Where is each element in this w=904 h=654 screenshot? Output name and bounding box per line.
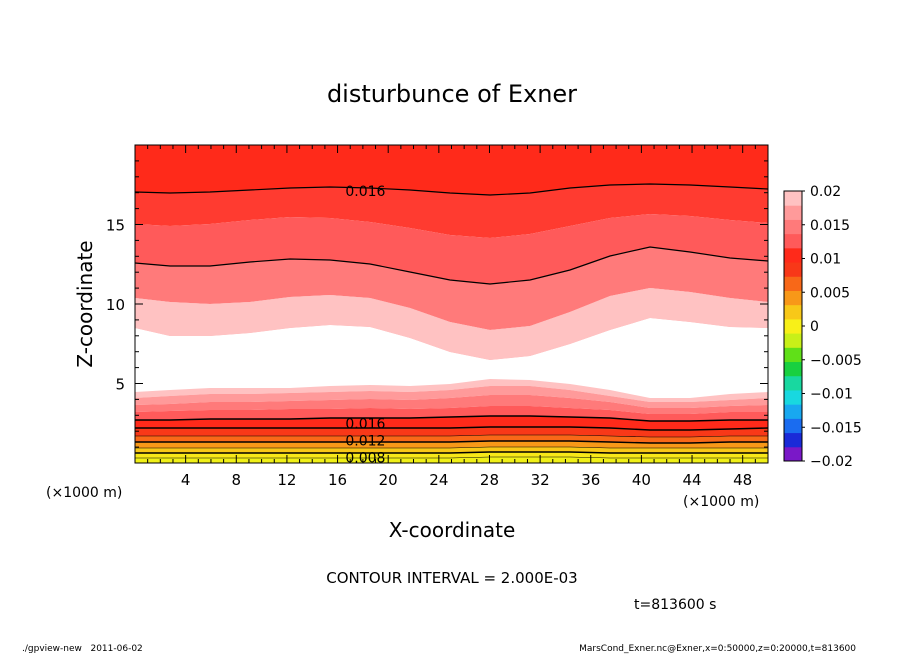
colorbar-segment (784, 347, 802, 363)
y-tick-label: 5 (115, 376, 125, 394)
x-tick-label: 32 (531, 471, 550, 489)
y-axis-label: Z-coordinate (73, 240, 97, 367)
colorbar-segment (784, 191, 802, 206)
colorbar-tick-label: −0.01 (810, 387, 853, 403)
x-tick-label: 36 (581, 471, 600, 489)
band-upper-0 (135, 145, 768, 195)
colorbar-segment (784, 304, 802, 320)
colorbar-segment (784, 205, 802, 220)
band-upper-2 (135, 214, 768, 284)
colorbar-segment (784, 389, 802, 405)
contour-label: 0.008 (345, 450, 385, 466)
band-lower-1 (135, 386, 768, 408)
colorbar-segment (784, 333, 802, 348)
x-tick-label: 12 (277, 471, 296, 489)
x-axis-label: X-coordinate (389, 518, 516, 542)
x-tick-label: 28 (480, 471, 499, 489)
colorbar-segment (784, 404, 802, 419)
contour-line-lower-1 (135, 426, 769, 431)
contour-line-upper-1 (134, 246, 769, 285)
x-tick-labels: 4 8 12 16 20 24 28 32 36 40 44 48 (181, 471, 752, 489)
axis-ticks (135, 145, 768, 463)
colorbar-segment (784, 247, 802, 263)
colorbar-segment (784, 233, 802, 249)
colorbar-segment (784, 375, 802, 391)
band-lower-2 (135, 395, 768, 414)
band-upper-5 (135, 288, 768, 360)
x-tick-label: 40 (632, 471, 651, 489)
colorbar-tick-label: 0.02 (810, 184, 841, 200)
time-text: t=813600 s (634, 597, 716, 613)
contour-label: 0.016 (345, 416, 385, 432)
x-tick-label: 8 (232, 471, 242, 489)
contour-line-minor-0 (135, 434, 768, 438)
colorbar-segment (784, 361, 802, 377)
colorbar-segment (784, 318, 802, 334)
footer-left: ./gpview-new 2011-06-02 (22, 644, 143, 654)
x-tick-label: 16 (328, 471, 347, 489)
band-lower-3 (135, 406, 768, 421)
y-tick-labels: 5 10 15 (106, 217, 125, 394)
x-tick-label: 4 (181, 471, 191, 489)
contour-interval-text: CONTOUR INTERVAL = 2.000E-03 (326, 569, 577, 587)
x-tick-label: 24 (429, 471, 448, 489)
contour-line-minor-1 (135, 446, 768, 449)
x-tick-label: 44 (682, 471, 701, 489)
colorbar-segment (784, 418, 802, 434)
colorbar-tick-label: −0.02 (810, 454, 853, 470)
contour-label: 0.016 (345, 184, 385, 200)
colorbar-segment (784, 446, 802, 462)
contour-line-lower-3 (135, 451, 768, 454)
contour-line-lower-2 (135, 440, 768, 444)
colorbar-segment (784, 290, 802, 306)
colorbar-segment (784, 219, 802, 235)
colorbar-tick-label: −0.005 (810, 353, 862, 369)
footer-right: MarsCond_Exner.nc@Exner,x=0:50000,z=0:20… (579, 644, 856, 654)
contour-line-lower-0 (135, 415, 768, 422)
colorbar-segment (784, 262, 802, 277)
colorbar-tick-label: 0 (810, 319, 819, 335)
colorbar-tick-label: 0.015 (810, 218, 850, 234)
band-white (135, 318, 768, 398)
x-unit-left: (×1000 m) (46, 485, 122, 501)
y-tick-label: 10 (106, 296, 125, 314)
band-lower-8 (135, 447, 768, 453)
x-tick-label: 20 (379, 471, 398, 489)
colorbar: 0.02 0.015 0.01 0.005 0 −0.005 −0.01 −0.015 −0.0… (783, 184, 862, 470)
chart-title: disturbunce of Exner (327, 80, 577, 108)
contour-label: 0.012 (345, 434, 385, 450)
colorbar-tick-label: 0.01 (810, 252, 841, 268)
band-lower-6 (135, 435, 768, 443)
colorbar-tick-label: −0.015 (810, 420, 862, 436)
y-tick-label: 15 (106, 217, 125, 235)
contour-lines (134, 183, 769, 459)
contour-line-upper-0 (134, 183, 769, 196)
band-lower-7 (135, 441, 768, 448)
x-tick-label: 48 (733, 471, 752, 489)
colorbar-segment (784, 432, 802, 448)
band-lower-5 (135, 427, 768, 437)
band-upper-3 (135, 247, 768, 330)
band-lower-0 (135, 379, 768, 402)
band-upper-1 (135, 184, 768, 238)
x-unit-right: (×1000 m) (683, 494, 759, 510)
contour-fill-layers (135, 145, 768, 463)
colorbar-tick-label: 0.005 (810, 285, 850, 301)
colorbar-segment (784, 276, 802, 291)
